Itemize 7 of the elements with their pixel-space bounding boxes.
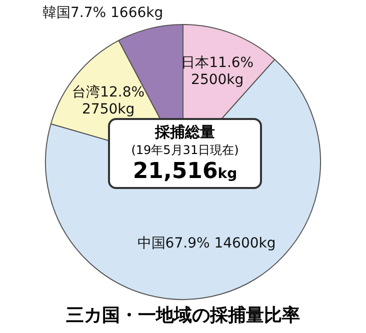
slice-label: 台湾12.8% 2750kg bbox=[72, 84, 145, 118]
text: (19年5月31日現在) bbox=[130, 142, 240, 159]
slice-label: 中国67.9% 14600kg bbox=[137, 236, 276, 252]
slice-label: 韓国7.7% 1666kg bbox=[42, 5, 164, 22]
text: 21,516kg bbox=[132, 159, 238, 184]
text: 三カ国・一地域の採捕量比率 bbox=[65, 304, 301, 327]
text: 採捕総量 bbox=[154, 123, 216, 142]
